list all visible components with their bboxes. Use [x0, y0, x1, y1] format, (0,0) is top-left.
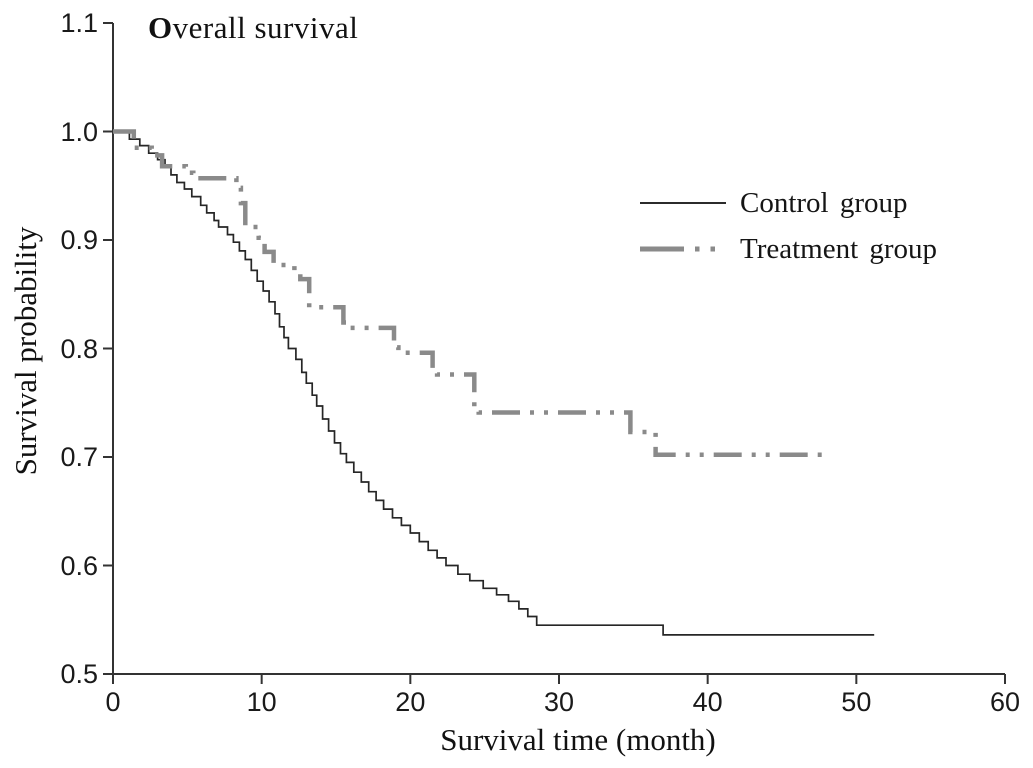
y-tick-label: 1.0	[60, 116, 98, 147]
axes	[112, 23, 1005, 675]
x-axis-label: Survival time (month)	[440, 722, 716, 757]
x-tick-label: 10	[246, 687, 277, 717]
control-line-swatch	[640, 202, 726, 204]
legend: Control group Treatment group	[638, 180, 937, 272]
legend-label-treatment: Treatment group	[740, 232, 938, 265]
x-tick-label: 40	[692, 687, 723, 717]
x-tick-label: 30	[543, 687, 575, 717]
x-tick-label: 0	[105, 687, 121, 717]
x-tick-label: 50	[841, 687, 872, 717]
legend-item-control: Control group	[638, 180, 937, 226]
x-tick-label: 60	[989, 687, 1021, 717]
legend-label-control: Control group	[740, 186, 908, 219]
y-tick-label: 1.1	[60, 8, 98, 38]
y-tick-label: 0.6	[60, 550, 98, 581]
chart-title: Overall survival	[148, 10, 359, 45]
treatment-curve	[113, 129, 823, 458]
x-tick-label: 20	[395, 687, 426, 717]
treatment-line-swatch	[640, 246, 726, 252]
y-tick-label: 0.7	[60, 442, 98, 472]
control-curve	[113, 130, 875, 636]
y-tick-label: 0.9	[60, 225, 98, 255]
y-tick-label: 0.5	[60, 659, 98, 689]
legend-item-treatment: Treatment group	[638, 226, 937, 272]
y-tick-label: 0.8	[60, 333, 98, 364]
